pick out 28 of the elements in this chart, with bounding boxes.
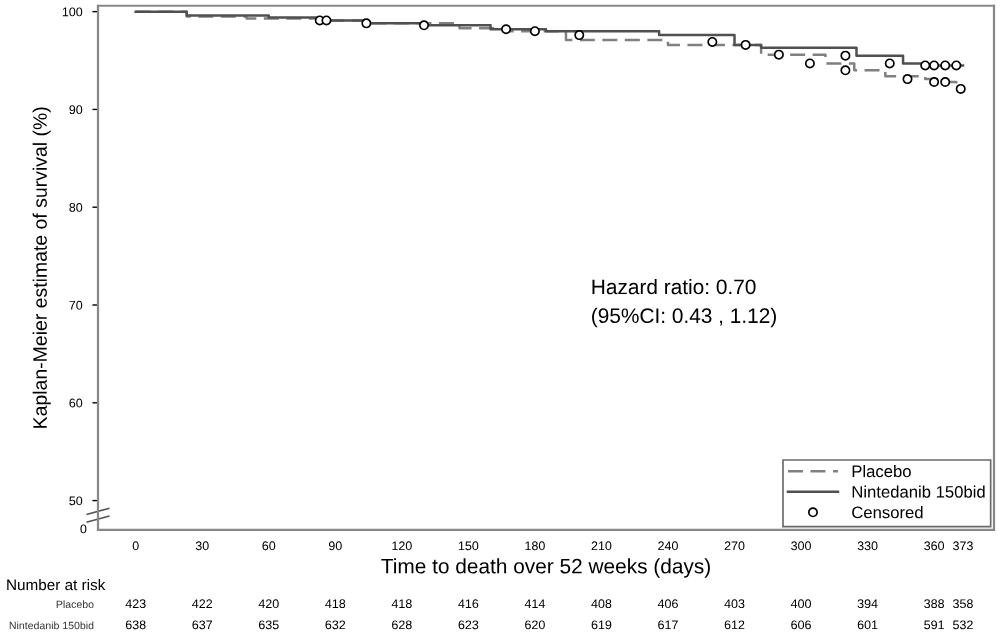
point [884,58,895,69]
legend-label: Censored [852,506,923,519]
point [929,60,940,71]
point [419,20,430,31]
point [840,65,851,76]
point [955,83,966,94]
legend-label: Nintedanib 150bid [852,485,985,498]
point [804,58,815,69]
point [321,15,332,26]
annotation: (95%CI: 0.43 , 1.12) [592,307,776,328]
point [740,39,751,50]
point [920,60,931,71]
point [951,60,962,71]
point [940,77,951,88]
legend-label: Placebo [852,464,911,478]
point [929,77,940,88]
point [361,18,372,29]
point [840,50,851,61]
y-axis-title: Kaplan-Meier estimate of survival (%) [32,107,51,428]
point [902,74,913,85]
annotation: Hazard ratio: 0.70 [592,278,756,295]
point [940,60,951,71]
point [501,24,512,35]
x-axis-title: Time to death over 52 weeks (days) [381,558,710,578]
point [529,26,540,37]
point [707,36,718,47]
point [574,30,585,41]
point [773,49,784,60]
